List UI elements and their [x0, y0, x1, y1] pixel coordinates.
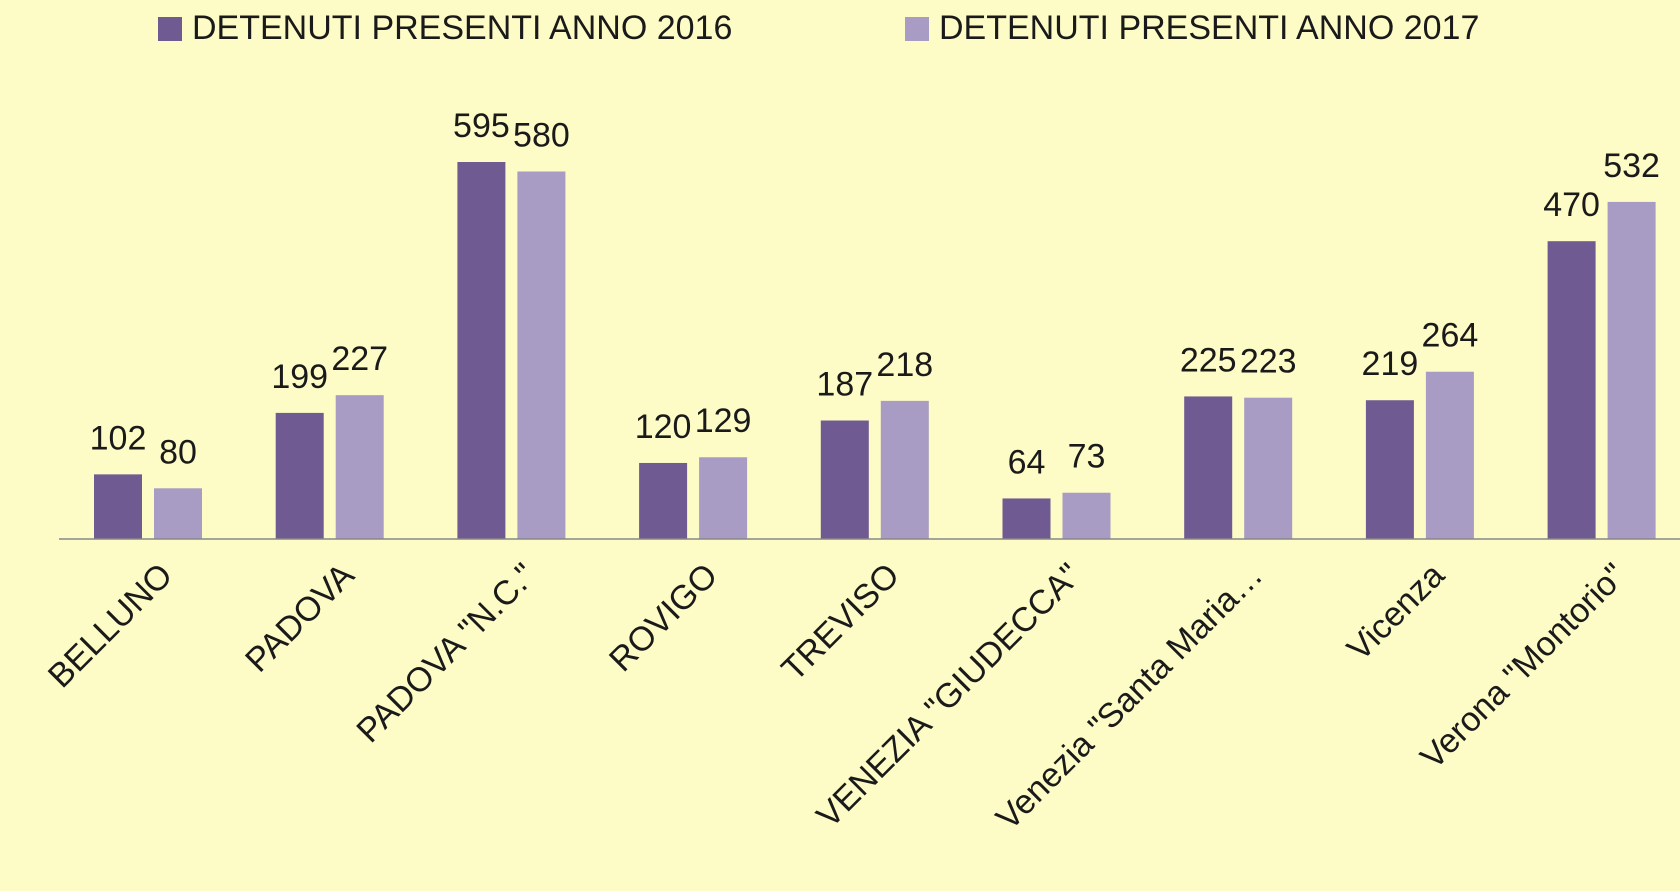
value-label: 532	[1603, 147, 1660, 185]
x-tick-label: PADOVA	[238, 556, 362, 680]
value-label: 227	[331, 340, 388, 378]
bar	[1365, 400, 1414, 539]
x-tick-label: PADOVA "N.C."	[349, 556, 543, 750]
bar	[275, 412, 324, 539]
value-label: 73	[1068, 438, 1106, 476]
value-label: 470	[1543, 186, 1600, 224]
value-label: 80	[159, 433, 197, 471]
bar	[1607, 201, 1656, 539]
value-label: 218	[876, 346, 933, 384]
value-label: 219	[1362, 345, 1419, 383]
bar	[335, 395, 384, 539]
x-tick-label: TREVISO	[774, 556, 906, 688]
x-tick-label: ROVIGO	[602, 556, 725, 679]
bar	[1002, 498, 1051, 539]
value-label: 225	[1180, 341, 1237, 379]
bar	[880, 400, 929, 539]
x-tick-label: Verona "Montorio"	[1413, 556, 1633, 776]
value-label: 580	[513, 116, 570, 154]
bar	[1184, 396, 1233, 539]
value-label: 102	[90, 419, 147, 457]
legend-label: DETENUTI PRESENTI ANNO 2017	[939, 9, 1479, 47]
value-label: 199	[271, 358, 328, 396]
value-label: 264	[1422, 317, 1479, 355]
bar	[820, 420, 869, 539]
value-label: 120	[635, 408, 692, 446]
bar	[1425, 371, 1474, 539]
x-tick-label: BELLUNO	[41, 556, 180, 695]
bar	[457, 162, 506, 539]
value-label: 129	[695, 402, 752, 440]
value-label: 64	[1008, 443, 1046, 481]
bar	[94, 474, 142, 539]
legend-label: DETENUTI PRESENTI ANNO 2016	[192, 9, 732, 47]
legend-swatch	[158, 17, 182, 41]
bar	[1547, 241, 1596, 540]
legend-swatch	[905, 17, 929, 41]
value-label: 187	[816, 365, 873, 403]
bar	[1062, 492, 1111, 539]
bar	[154, 488, 202, 539]
bar	[1244, 397, 1293, 539]
value-label: 223	[1240, 343, 1297, 381]
bar	[699, 457, 748, 539]
x-tick-label: Vicenza	[1340, 556, 1452, 668]
value-label: 595	[453, 107, 510, 145]
bar	[639, 462, 688, 539]
bar	[517, 171, 566, 539]
